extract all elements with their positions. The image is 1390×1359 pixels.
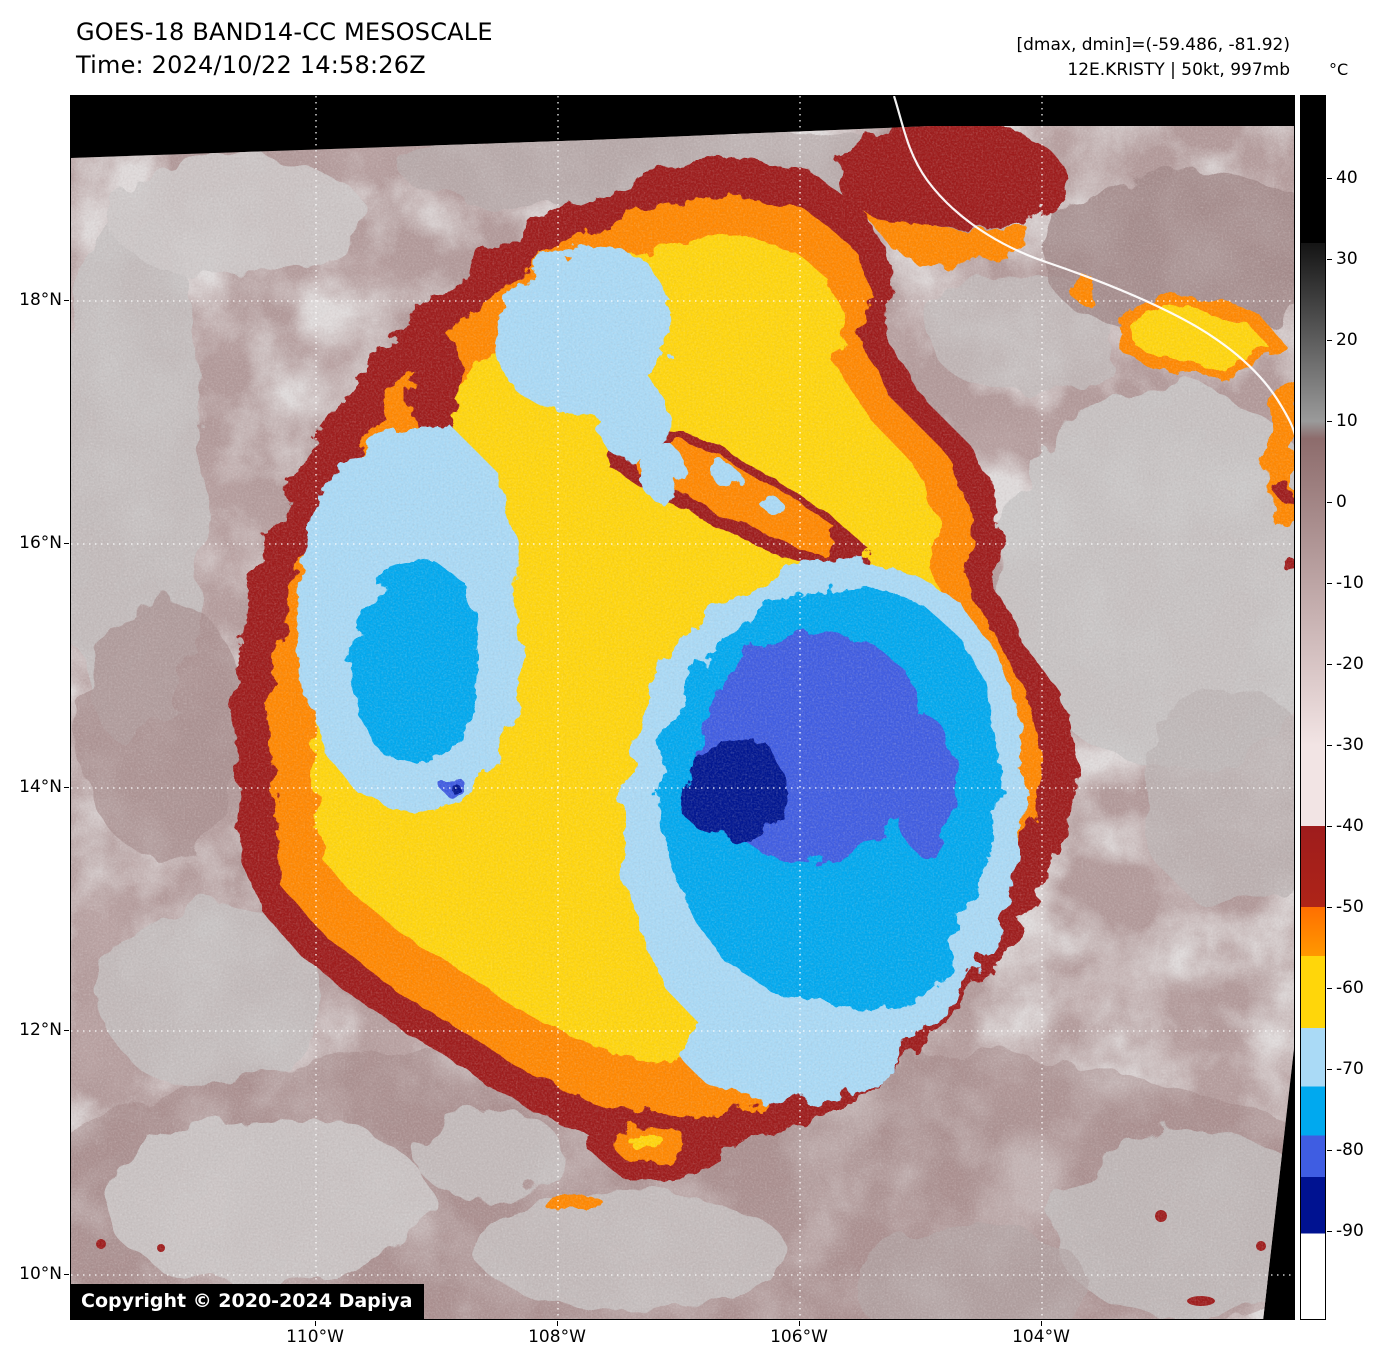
lat-tick-label: 18°N bbox=[19, 290, 62, 310]
colorbar-tick bbox=[1327, 664, 1332, 666]
figure-title: GOES-18 BAND14-CC MESOSCALE bbox=[76, 18, 493, 46]
copyright-badge: Copyright © 2020-2024 Dapiya bbox=[71, 1284, 425, 1319]
satellite-image bbox=[71, 96, 1294, 1319]
lon-tick bbox=[799, 1321, 800, 1326]
dmax-dmin-annotation: [dmax, dmin]=(-59.486, -81.92) bbox=[1016, 35, 1291, 55]
satellite-map: Copyright © 2020-2024 Dapiya bbox=[70, 95, 1295, 1320]
colorbar-tick bbox=[1327, 1069, 1332, 1070]
colorbar-tick bbox=[1327, 826, 1332, 828]
lat-tick bbox=[64, 1030, 69, 1031]
colorbar-tick bbox=[1327, 907, 1332, 909]
colorbar-tick bbox=[1327, 1230, 1332, 1232]
colorbar-tick-label: -20 bbox=[1336, 654, 1364, 675]
colorbar-tick bbox=[1327, 745, 1332, 747]
colorbar-tick bbox=[1327, 502, 1332, 504]
lon-tick-label: 104°W bbox=[1012, 1327, 1070, 1347]
colorbar-tick bbox=[1327, 988, 1332, 990]
colorbar-tick-label: 10 bbox=[1336, 411, 1358, 432]
colorbar-tick-label: -60 bbox=[1336, 978, 1364, 999]
lat-tick-label: 12°N bbox=[19, 1020, 62, 1040]
colorbar-tick bbox=[1327, 340, 1332, 342]
colorbar-tick bbox=[1327, 583, 1332, 585]
coastline bbox=[892, 96, 1294, 436]
colorbar-tick-label: 30 bbox=[1336, 249, 1358, 270]
lat-tick bbox=[64, 787, 69, 788]
lon-tick-label: 110°W bbox=[286, 1327, 344, 1347]
gridlines bbox=[71, 96, 1294, 1319]
colorbar-tick-label: -30 bbox=[1336, 735, 1364, 756]
colorbar-tick bbox=[1327, 421, 1332, 423]
colorbar-tick-label: -70 bbox=[1336, 1059, 1364, 1079]
lon-tick-label: 106°W bbox=[770, 1327, 828, 1347]
colorbar-tick-label: -90 bbox=[1336, 1220, 1364, 1241]
lon-tick bbox=[315, 1321, 316, 1326]
colorbar-tick-label: 20 bbox=[1336, 330, 1358, 351]
lon-tick bbox=[1041, 1321, 1042, 1326]
colorbar-tick bbox=[1327, 1149, 1332, 1151]
lon-tick bbox=[557, 1321, 558, 1326]
lat-tick-label: 10°N bbox=[19, 1264, 62, 1284]
colorbar-tick-label: -80 bbox=[1336, 1139, 1364, 1160]
lat-tick bbox=[64, 1274, 69, 1275]
figure-annotations: [dmax, dmin]=(-59.486, -81.92) 12E.KRIST… bbox=[1017, 33, 1291, 83]
colorbar-tick-label: 40 bbox=[1336, 168, 1358, 189]
colorbar-tick-label: 0 bbox=[1336, 492, 1347, 513]
colorbar-tick bbox=[1327, 259, 1332, 261]
colorbar-tick bbox=[1327, 178, 1332, 180]
lat-tick bbox=[64, 300, 69, 301]
lat-tick-label: 14°N bbox=[19, 777, 62, 797]
colorbar-tick-label: -10 bbox=[1336, 573, 1364, 594]
colorbar-tick-label: -40 bbox=[1336, 816, 1364, 837]
figure-title-block: GOES-18 BAND14-CC MESOSCALE Time: 2024/1… bbox=[76, 16, 493, 82]
storm-annotation: 12E.KRISTY | 50kt, 997mb bbox=[1067, 60, 1290, 80]
lon-tick-label: 108°W bbox=[528, 1327, 586, 1347]
lat-tick-label: 16°N bbox=[19, 533, 62, 553]
colorbar bbox=[1300, 95, 1326, 1320]
lat-tick bbox=[64, 543, 69, 544]
figure-time: Time: 2024/10/22 14:58:26Z bbox=[76, 51, 426, 79]
colorbar-tick-label: -50 bbox=[1336, 897, 1364, 918]
imagery-layer bbox=[71, 126, 1294, 1319]
colorbar-unit-label: °C bbox=[1329, 60, 1349, 79]
